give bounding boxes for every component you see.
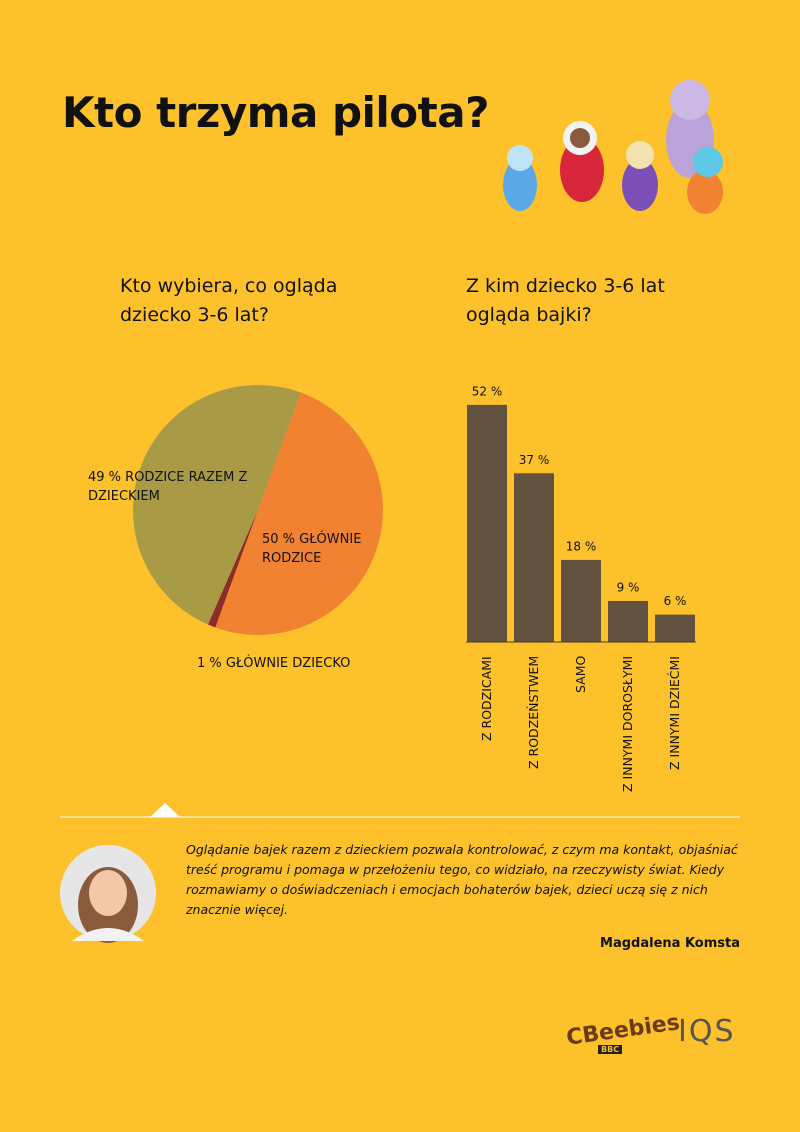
- bar: [467, 404, 507, 642]
- quote-author: Magdalena Komsta: [600, 936, 740, 951]
- pie-slice: [215, 392, 383, 635]
- page-title: Kto trzyma pilota?: [62, 88, 489, 137]
- pie-slice: [132, 384, 301, 625]
- bar: [608, 600, 648, 642]
- pie-label: 49 % RODZICE RAZEM Z DZIECKIEM: [88, 468, 253, 506]
- bar: [514, 473, 554, 642]
- value-label: 52 %: [472, 384, 503, 398]
- category-label: RODZICE RAZEM Z DZIECKIEM: [88, 470, 248, 504]
- x-tick-label: Z RODZEŃSTWEM: [526, 655, 541, 769]
- x-tick-label: Z RODZICAMI: [479, 656, 494, 741]
- value-label: 6 %: [664, 594, 687, 608]
- bar: [655, 614, 695, 642]
- value-label: 9 %: [617, 580, 640, 594]
- logo-bbc: BBC: [598, 1045, 623, 1054]
- value-label: 50 %: [262, 532, 296, 547]
- category-label: GŁÓWNIE RODZICE: [262, 532, 362, 566]
- chart-title: Z kim dziecko 3-6 lat ogląda bajki?: [466, 275, 665, 326]
- x-tick-label: SAMO: [573, 655, 588, 693]
- divider-arrow: [150, 803, 180, 817]
- value-label: 1 %: [197, 656, 222, 671]
- pie-label: 50 % GŁÓWNIE RODZICE: [262, 530, 372, 568]
- characters: [503, 80, 723, 214]
- x-tick-label: Z INNYMI DZIEĆMI: [667, 656, 682, 770]
- chart-title: Kto wybiera, co ogląda dziecko 3-6 lat?: [120, 275, 338, 326]
- bar: [561, 559, 601, 642]
- quote-text: Oglądanie bajek razem z dzieckiem pozwal…: [186, 842, 738, 917]
- logo-iqs: IQS: [678, 1014, 736, 1049]
- value-label: 37 %: [519, 453, 550, 467]
- value-label: 49 %: [88, 470, 122, 485]
- pie-label: 1 % GŁÓWNIE DZIECKO: [197, 654, 417, 673]
- pie-slice: [207, 510, 258, 628]
- x-tick-label: Z INNYMI DOROSŁYMI: [620, 655, 635, 792]
- photo: [60, 845, 156, 943]
- value-label: 18 %: [566, 539, 597, 553]
- category-label: GŁÓWNIE DZIECKO: [225, 656, 351, 671]
